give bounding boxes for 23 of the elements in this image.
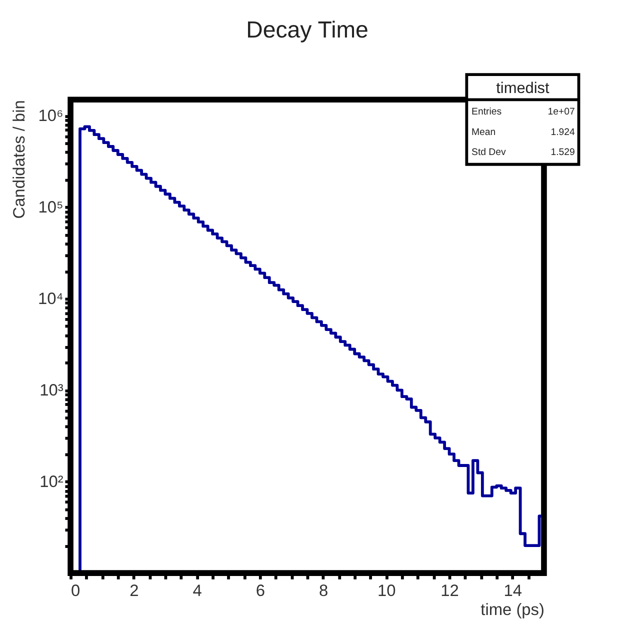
annotation: Entries — [472, 106, 502, 118]
y-tick-label: 10⁵ — [38, 198, 64, 217]
x-tick-label: 6 — [256, 582, 265, 600]
x-axis-title: time (ps) — [480, 601, 544, 620]
y-tick-label: 10³ — [40, 381, 64, 400]
x-tick-label: 12 — [440, 582, 459, 600]
chart-title: Decay Time — [246, 16, 368, 42]
annotation: Std Dev — [472, 147, 506, 158]
x-tick-label: 10 — [378, 582, 396, 600]
text: 1.924 — [550, 126, 576, 138]
x-tick-label: 2 — [130, 582, 139, 600]
text: timedist — [496, 80, 550, 97]
x-tick-label: 0 — [71, 582, 80, 600]
text: 1e+07 — [548, 106, 575, 118]
y-tick-label: 10⁴ — [38, 290, 64, 308]
text: 1.529 — [550, 147, 575, 158]
x-tick-label: 4 — [192, 582, 202, 600]
x-tick-label: 14 — [504, 582, 522, 600]
annotation: Mean — [472, 126, 496, 138]
x-tick-label: 8 — [318, 582, 328, 600]
y-tick-label: 10² — [40, 472, 64, 491]
y-axis-title: Candidates / bin — [10, 100, 28, 219]
y-tick-label: 10⁶ — [38, 107, 64, 126]
